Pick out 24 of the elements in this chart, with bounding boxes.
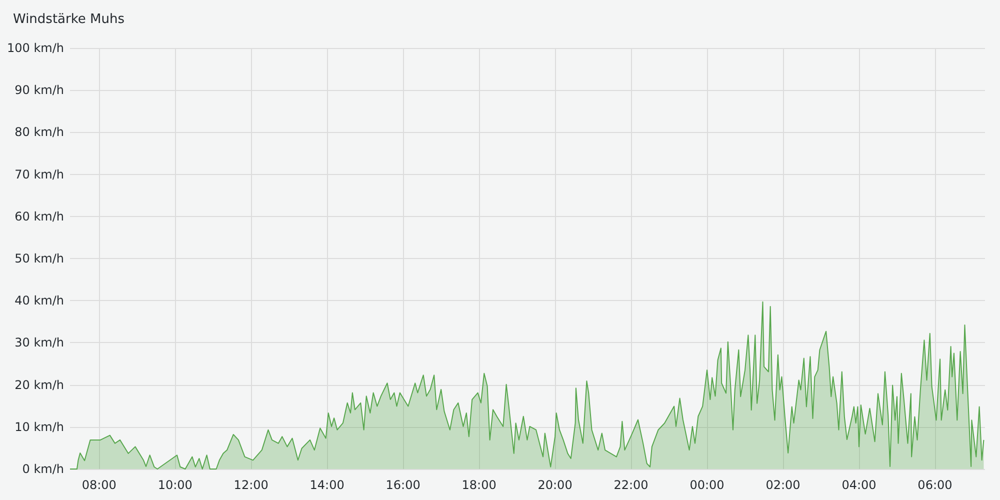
y-tick-label: 0 km/h [22, 462, 64, 476]
x-tick-label: 00:00 [690, 478, 724, 492]
x-tick-label: 20:00 [538, 478, 572, 492]
y-tick-label: 50 km/h [14, 252, 64, 266]
x-tick-label: 02:00 [766, 478, 800, 492]
y-tick-label: 20 km/h [14, 378, 64, 392]
x-tick-label: 10:00 [158, 478, 192, 492]
y-tick-label: 90 km/h [14, 83, 64, 98]
x-tick-label: 16:00 [386, 478, 420, 492]
y-tick-label: 10 km/h [14, 420, 64, 434]
y-tick-label: 30 km/h [14, 336, 64, 350]
y-tick-label: 100 km/h [6, 41, 64, 55]
x-tick-label: 14:00 [310, 478, 344, 492]
x-tick-label: 22:00 [614, 478, 648, 492]
y-tick-label: 80 km/h [14, 125, 64, 140]
y-tick-label: 70 km/h [14, 167, 64, 182]
y-tick-label: 40 km/h [14, 294, 64, 308]
chart-title: Windstärke Muhs [13, 12, 125, 27]
x-tick-label: 12:00 [234, 478, 268, 492]
x-tick-label: 04:00 [842, 478, 876, 492]
x-tick-label: 08:00 [82, 478, 116, 492]
x-tick-label: 06:00 [918, 478, 952, 492]
y-tick-label: 60 km/h [14, 209, 64, 224]
x-tick-label: 18:00 [462, 478, 496, 492]
